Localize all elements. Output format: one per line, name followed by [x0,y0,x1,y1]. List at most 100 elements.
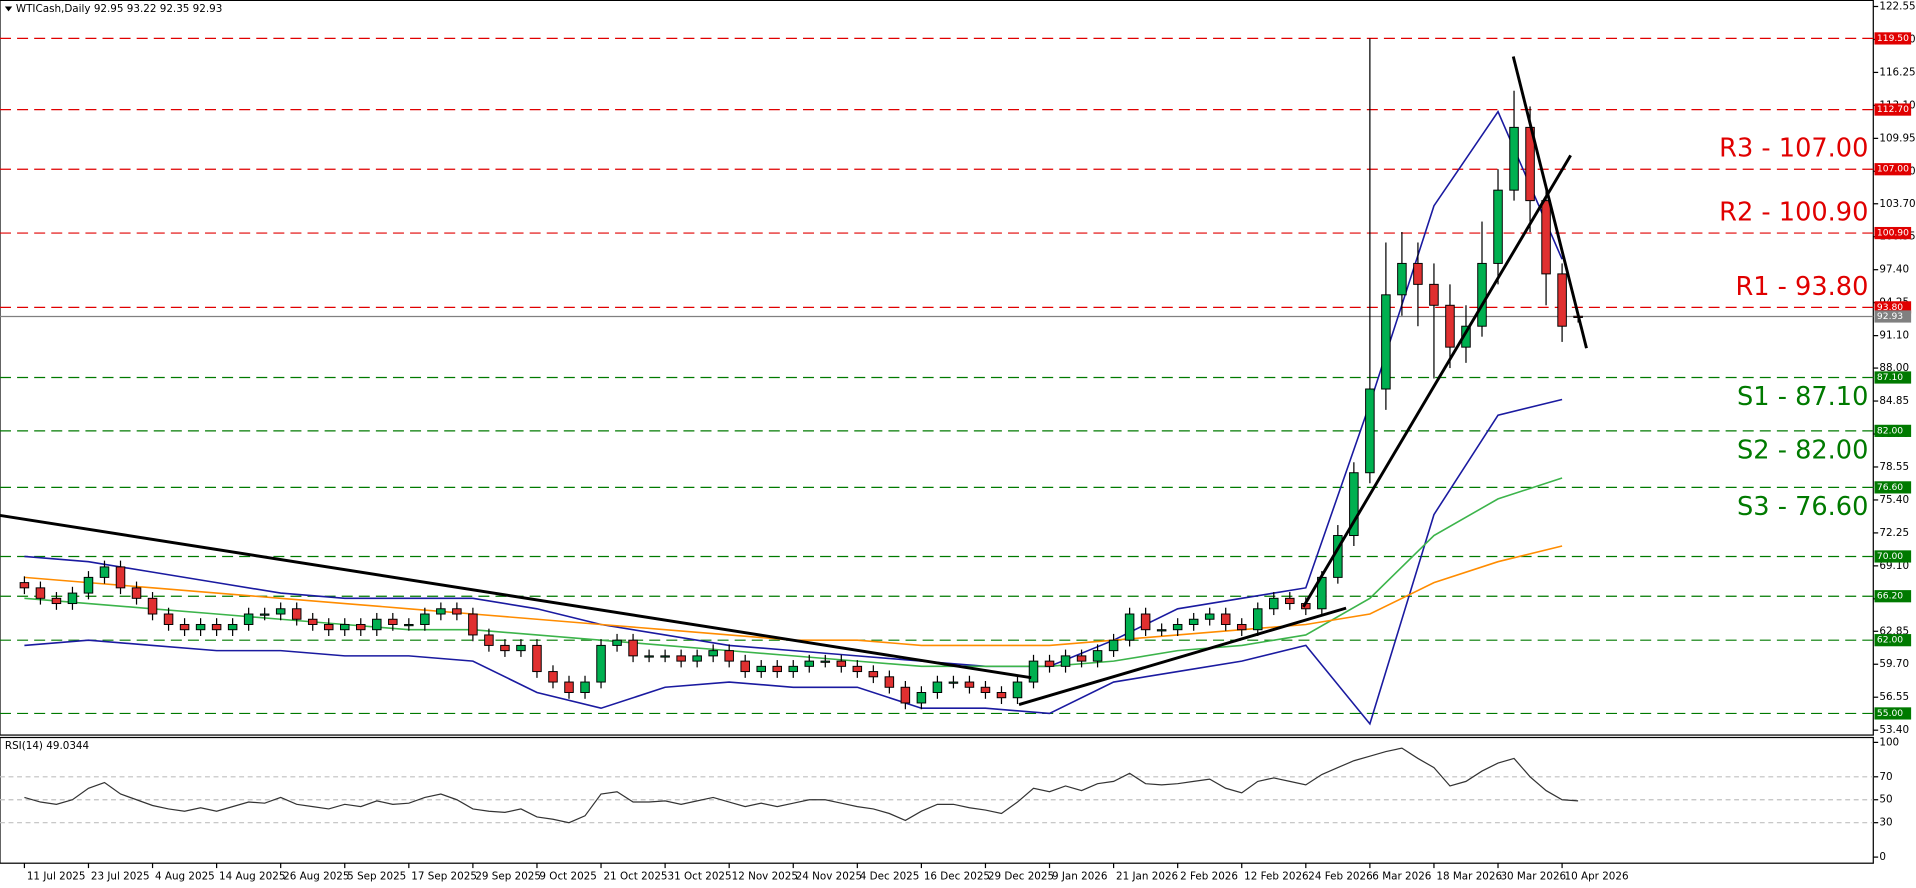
candle-body [1381,294,1391,390]
price-pane [0,0,1874,736]
x-tick-label: 21 Oct 2025 [603,871,667,883]
candle-body [740,660,750,673]
candle-body [596,644,606,683]
price-box [1874,32,1912,45]
candle-body [388,618,398,625]
price-box-label: 66.20 [1877,592,1903,602]
level-annotation: S2 - 82.00 [1737,436,1868,466]
rsi-tick-label: 100 [1879,736,1899,748]
candle-body [35,587,46,599]
candle-body [1172,623,1183,631]
x-tick-label: 10 Apr 2026 [1565,871,1629,883]
candle-body [1060,655,1071,667]
y-tick-label: 75.40 [1879,494,1909,506]
x-tick-label: 9 Jan 2026 [1052,871,1108,883]
x-tick-label: 11 Jul 2025 [27,871,86,883]
candle-body [195,623,206,631]
candle-body [436,608,446,615]
candle-body [1349,472,1359,537]
chart-title: WTICash,Daily 92.95 93.22 92.35 92.93 [16,3,222,15]
x-tick-label: 2 Feb 2026 [1180,871,1238,883]
rsi-tick-label: 30 [1879,817,1892,829]
candle-body [163,613,174,625]
candle-body [996,692,1007,699]
candle-body [19,582,30,589]
x-tick-label: 23 Jul 2025 [91,871,150,883]
candle-body [1252,608,1263,631]
rsi-line [24,747,1579,824]
candle-body [660,655,670,658]
y-tick-label: 91.10 [1879,330,1909,342]
candle-body [772,665,782,673]
candle-body [67,592,78,605]
price-box-label: 87.10 [1877,373,1903,383]
candle-body [179,623,190,631]
candle-body [1285,597,1295,605]
level-annotation: R2 - 100.90 [1719,198,1868,228]
price-box [1874,103,1912,116]
price-box [1874,163,1912,176]
x-tick-label: 4 Aug 2025 [155,871,215,883]
candle-body [1541,200,1551,275]
candle-body [484,634,494,646]
y-tick-label: 122.55 [1879,0,1915,12]
candle-body [307,618,318,625]
price-box [1874,634,1912,647]
price-box-label: 76.60 [1877,483,1903,493]
x-tick-label: 12 Nov 2025 [732,871,798,883]
candle-body [1012,681,1023,699]
candle-body [1429,283,1439,306]
level-annotation: R3 - 107.00 [1719,134,1868,164]
candle-body [259,613,270,616]
rsi-tick-label: 70 [1879,771,1892,783]
candle-body [1108,639,1119,652]
price-box-label: 82.00 [1877,426,1903,436]
price-box-label: 92.93 [1877,312,1903,322]
x-tick-label: 4 Dec 2025 [860,871,920,883]
x-tick-label: 30 Mar 2026 [1500,871,1566,883]
candle-body [548,671,558,683]
candle-body [227,623,238,631]
level-annotation: S1 - 87.10 [1737,382,1868,412]
price-box [1874,550,1912,563]
candle-body [1140,613,1151,631]
candle-body [1188,618,1199,625]
y-tick-label: 97.40 [1879,264,1909,276]
price-box-label: 55.00 [1877,709,1903,719]
candle-body [243,613,254,625]
candle-body [820,660,831,663]
candle-body [115,566,126,589]
candle-body [356,623,366,631]
candle-body [291,608,302,620]
candle-body [948,681,959,684]
candle-body [724,650,734,662]
rsi-title: RSI(14) 49.0344 [5,740,90,752]
candle-body [1413,262,1423,285]
candle-body [1236,623,1247,631]
candle-body [884,676,895,688]
x-tick-label: 26 Aug 2025 [283,871,349,883]
candle-body [1365,388,1375,474]
trendlines [0,56,1588,706]
rsi-tick-label: 0 [1879,851,1886,863]
candle-body [1028,660,1039,683]
x-tick-label: 9 Oct 2025 [539,871,596,883]
x-tick-label: 16 Dec 2025 [924,871,990,883]
x-tick-label: 18 Mar 2026 [1436,871,1502,883]
candle-body [404,623,414,627]
y-tick-label: 53.40 [1879,724,1909,736]
candle-body [1156,629,1167,632]
candle-body [580,681,590,693]
menu-arrow [4,6,13,12]
y-tick-label: 88.00 [1879,362,1909,374]
candle-body [852,665,863,673]
candle-body [1204,613,1215,620]
candle-body [1557,273,1567,327]
price-box [1874,310,1912,323]
y-tick-label: 69.10 [1879,560,1909,572]
candle-body [1220,613,1231,625]
price-box [1874,707,1912,720]
indicator-line [24,398,1563,726]
y-tick-label: 116.25 [1879,66,1915,78]
y-tick-label: 103.70 [1879,198,1915,210]
